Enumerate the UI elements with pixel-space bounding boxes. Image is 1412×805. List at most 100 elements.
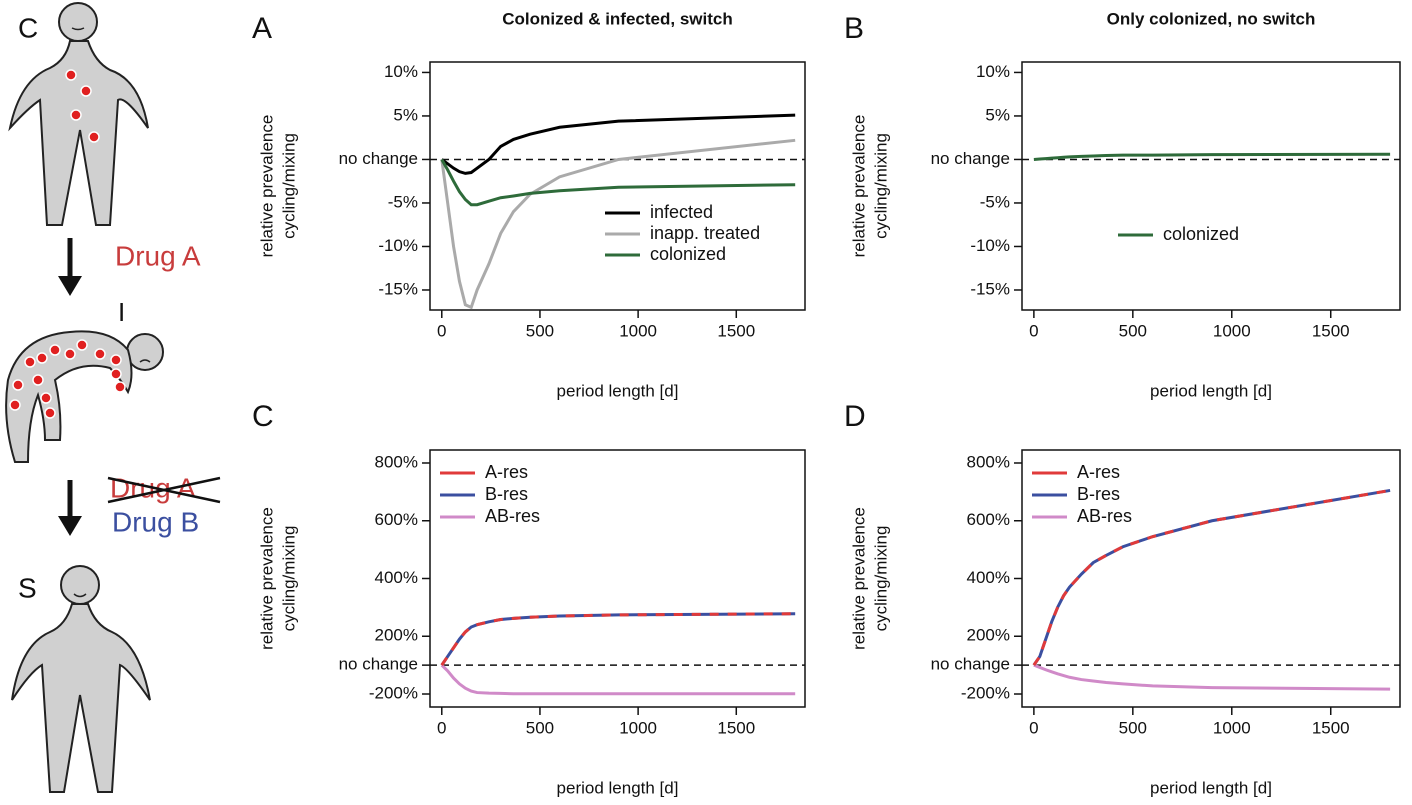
y-axis-label: cycling/mixing (871, 133, 890, 239)
series-line (1032, 488, 1391, 666)
legend-label: AB-res (1077, 506, 1132, 526)
x-tick-label: 1000 (1213, 321, 1251, 340)
legend-label: B-res (485, 484, 528, 504)
arrow-head (58, 276, 82, 296)
y-tick-label: 5% (393, 105, 418, 124)
y-axis-label: relative prevalence (849, 115, 868, 258)
y-axis-label: relative prevalence (257, 507, 276, 650)
drug-label: Drug B (112, 506, 199, 537)
panel-letter: D (844, 400, 866, 433)
y-axis-label: cycling/mixing (279, 526, 298, 632)
drug-label: Drug A (115, 240, 201, 271)
legend-label: infected (650, 202, 713, 222)
chart-title: Only colonized, no switch (1107, 9, 1316, 28)
state-label: I (118, 297, 125, 327)
y-tick-label: 200% (375, 626, 418, 645)
head (58, 2, 98, 42)
pathogen (32, 374, 44, 386)
y-axis-label: cycling/mixing (871, 526, 890, 632)
x-tick-label: 0 (1029, 321, 1038, 340)
panel-letter: C (252, 400, 274, 433)
y-tick-label: -200% (961, 683, 1010, 702)
legend-label: colonized (1163, 224, 1239, 244)
cross (107, 476, 221, 504)
pathogen (36, 352, 48, 364)
pathogen (110, 354, 122, 366)
series-line (440, 158, 796, 207)
x-tick-label: 500 (1119, 718, 1147, 737)
y-tick-label: -15% (378, 279, 418, 298)
pathogen (44, 407, 56, 419)
pathogen (40, 392, 52, 404)
pathogen (49, 344, 61, 356)
x-tick-label: 1000 (619, 718, 657, 737)
legend-label: colonized (650, 244, 726, 264)
legend-label: inapp. treated (650, 223, 760, 243)
pathogen (76, 339, 88, 351)
pathogen (80, 85, 92, 97)
y-tick-label: no change (931, 149, 1010, 168)
y-tick-label: 400% (375, 568, 418, 587)
y-axis-label: cycling/mixing (279, 133, 298, 239)
pathogen (114, 381, 126, 393)
y-tick-label: no change (339, 655, 418, 674)
y-axis-label: relative prevalence (257, 115, 276, 258)
legend-label: B-res (1077, 484, 1120, 504)
state-label: C (18, 12, 38, 43)
pathogen (70, 109, 82, 121)
state-label: S (18, 572, 37, 603)
x-tick-label: 0 (437, 321, 446, 340)
x-axis-label: period length [d] (557, 381, 679, 400)
x-tick-label: 500 (526, 321, 554, 340)
x-tick-label: 1500 (1312, 321, 1350, 340)
panel-letter: B (844, 12, 864, 45)
y-tick-label: 600% (375, 510, 418, 529)
diagram: C Drug A I Drug A Drug B S (5, 2, 221, 793)
x-tick-label: 500 (1119, 321, 1147, 340)
y-tick-label: -5% (388, 192, 418, 211)
y-tick-label: 800% (967, 452, 1010, 471)
chart-title: Colonized & infected, switch (502, 9, 732, 28)
pathogen (110, 368, 122, 380)
x-tick-label: 500 (526, 718, 554, 737)
mouth (73, 593, 87, 598)
y-tick-label: 600% (967, 510, 1010, 529)
mouth (139, 359, 151, 363)
x-tick-label: 1500 (717, 718, 755, 737)
y-tick-label: 800% (375, 452, 418, 471)
body (11, 603, 151, 793)
mouth (71, 27, 85, 31)
x-axis-label: period length [d] (1150, 778, 1272, 797)
pathogen (9, 399, 21, 411)
y-tick-label: no change (339, 149, 418, 168)
x-tick-label: 0 (437, 718, 446, 737)
y-tick-label: -200% (369, 683, 418, 702)
legend-label: AB-res (485, 506, 540, 526)
x-axis-label: period length [d] (557, 778, 679, 797)
y-tick-label: -10% (378, 236, 418, 255)
legend-label: A-res (1077, 462, 1120, 482)
head (60, 565, 100, 605)
x-tick-label: 1000 (619, 321, 657, 340)
arrow-head (58, 516, 82, 536)
y-tick-label: 10% (384, 62, 418, 81)
series-line (1033, 663, 1391, 691)
series-line (1033, 152, 1391, 161)
x-axis-label: period length [d] (1150, 381, 1272, 400)
x-tick-label: 1000 (1213, 718, 1251, 737)
legend-label: A-res (485, 462, 528, 482)
series-line (440, 113, 796, 175)
pathogens (9, 339, 126, 419)
x-tick-label: 1500 (1312, 718, 1350, 737)
series-line (440, 664, 796, 696)
plot-frame (429, 61, 806, 311)
x-tick-label: 1500 (717, 321, 755, 340)
pathogen (24, 356, 36, 368)
pathogen (12, 379, 24, 391)
series-line (440, 138, 796, 310)
body (8, 40, 149, 226)
y-tick-label: no change (931, 655, 1010, 674)
panel-letter: A (252, 12, 272, 45)
y-tick-label: 200% (967, 626, 1010, 645)
